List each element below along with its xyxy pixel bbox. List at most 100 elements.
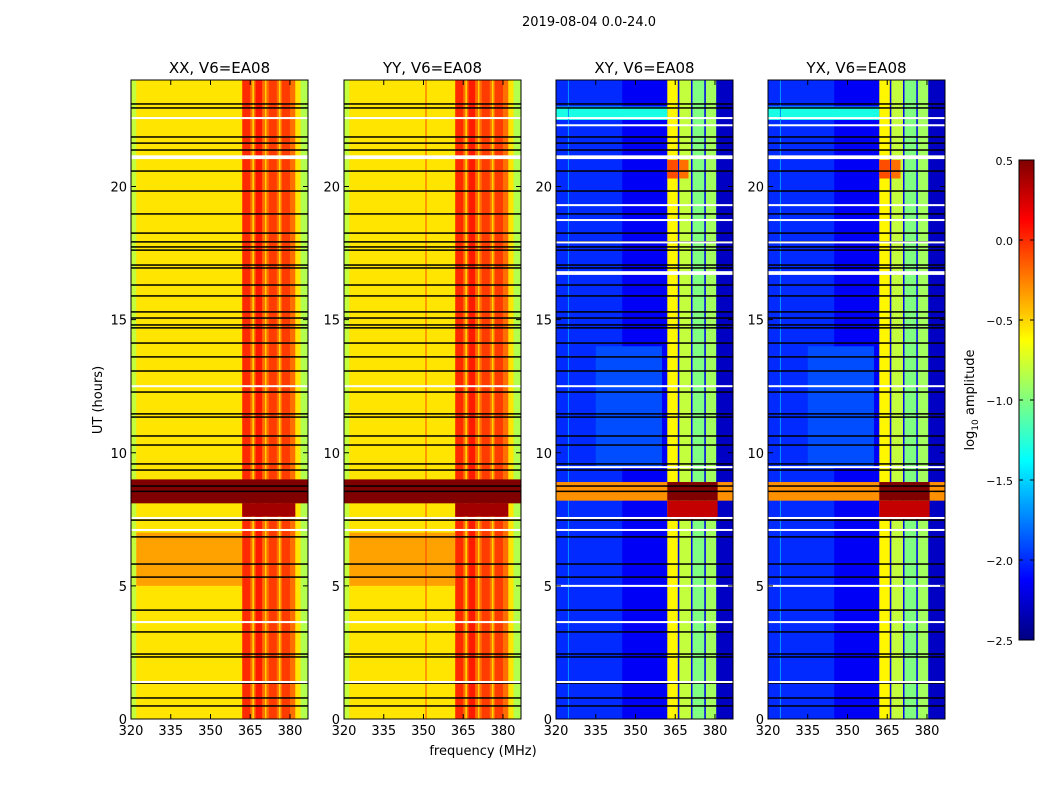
- heatmap-cell: [282, 80, 290, 719]
- flag-line-black: [556, 391, 733, 393]
- flag-line-black: [344, 267, 521, 269]
- flag-line-black: [131, 609, 308, 611]
- panel-title: XY, V6=EA08: [594, 59, 694, 77]
- flag-line-black: [556, 142, 733, 144]
- flag-line-white: [344, 516, 521, 519]
- flag-line-black: [768, 413, 945, 415]
- flag-line-black: [556, 190, 733, 192]
- flag-line-black: [556, 416, 733, 418]
- flag-line-black: [768, 103, 945, 105]
- flag-line-black: [344, 327, 521, 329]
- flag-line-black: [344, 213, 521, 215]
- flag-line-black: [344, 536, 521, 538]
- flag-line-white: [556, 385, 733, 388]
- colorbar: 0.5 0.0 −0.5 −1.0 −1.5 −2.0 −2.5: [986, 155, 1035, 648]
- flag-line-black: [344, 519, 521, 521]
- flag-line-white: [768, 219, 945, 222]
- heatmap-cell: [252, 80, 254, 719]
- heatmap-cell: [667, 500, 718, 520]
- x-tick-label: 335: [583, 724, 608, 739]
- x-tick-label: 365: [875, 724, 900, 739]
- flag-line-black: [768, 342, 945, 344]
- flag-line-black: [344, 107, 521, 109]
- heatmap-cell: [679, 159, 689, 179]
- heatmap-cell: [278, 80, 281, 719]
- heatmap: [131, 80, 308, 719]
- y-tick-label: 5: [332, 580, 340, 595]
- y-tick-label: 10: [110, 447, 127, 462]
- flag-line-white: [344, 385, 521, 388]
- heatmap-cell: [677, 80, 680, 719]
- flag-line-black: [768, 444, 945, 446]
- flag-line-black: [344, 485, 521, 487]
- flag-line-white: [556, 621, 733, 624]
- flag-line-black: [768, 576, 945, 578]
- flag-line-black: [344, 311, 521, 313]
- x-tick-label: 350: [198, 724, 223, 739]
- heatmap-cell: [667, 80, 678, 719]
- flag-line-black: [131, 370, 308, 372]
- flag-line-white: [556, 204, 733, 207]
- flag-line-white: [768, 124, 945, 127]
- x-tick-label: 380: [915, 724, 940, 739]
- flag-line-black: [344, 190, 521, 192]
- flag-line-black: [344, 370, 521, 372]
- flag-line-black: [344, 416, 521, 418]
- panel-frame: [767, 79, 946, 720]
- flag-line-black: [131, 413, 308, 415]
- flag-line-black: [344, 576, 521, 578]
- flag-band-white: [768, 155, 945, 160]
- flag-line-white: [768, 584, 945, 587]
- flag-line-black: [344, 249, 521, 251]
- flag-line-black: [131, 356, 308, 358]
- heatmap-cell: [691, 80, 693, 719]
- flag-line-black: [556, 213, 733, 215]
- flag-line-black: [556, 317, 733, 319]
- flag-line-black: [556, 246, 733, 248]
- flag-line-black: [131, 103, 308, 105]
- flag-line-black: [556, 563, 733, 565]
- heatmap-cell: [513, 80, 521, 719]
- heatmap: [768, 80, 945, 719]
- flag-line-black: [131, 705, 308, 707]
- flag-line-black: [131, 142, 308, 144]
- flag-line-black: [768, 136, 945, 138]
- heatmap-cell: [903, 80, 905, 719]
- flag-line-black: [131, 391, 308, 393]
- panel-title: YY, V6=EA08: [382, 59, 482, 77]
- y-tick-label: 0: [756, 713, 764, 728]
- flag-line-black: [344, 142, 521, 144]
- flag-line-black: [344, 391, 521, 393]
- flag-line-black: [344, 653, 521, 655]
- flag-line-black: [131, 136, 308, 138]
- heatmap: [556, 80, 733, 719]
- flag-line-black: [768, 536, 945, 538]
- heatmap-cell: [300, 80, 308, 719]
- flag-line-black: [768, 682, 945, 684]
- flag-line-black: [344, 609, 521, 611]
- flag-band-white: [768, 271, 945, 275]
- heatmap-cell: [478, 80, 480, 719]
- colorbar-tick-label: −2.5: [986, 635, 1013, 648]
- flag-line-black: [768, 324, 945, 326]
- flag-line-black: [768, 463, 945, 465]
- heatmap-cell: [495, 80, 503, 719]
- flag-line-black: [344, 356, 521, 358]
- y-tick-label: 5: [756, 580, 764, 595]
- flag-line-black: [131, 485, 308, 487]
- flag-line-black: [556, 682, 733, 684]
- flag-line-black: [556, 356, 733, 358]
- panel-frame: [130, 79, 309, 720]
- flag-line-white: [768, 466, 945, 469]
- flag-line-white: [131, 516, 308, 519]
- flag-line-black: [768, 563, 945, 565]
- flag-line-black: [768, 232, 945, 234]
- flag-line-white: [344, 117, 521, 120]
- flag-line-black: [344, 656, 521, 658]
- heatmap-cell: [349, 532, 456, 586]
- flag-line-black: [556, 536, 733, 538]
- heatmap-cell: [891, 80, 904, 719]
- colorbar-tick-label: −0.5: [986, 315, 1013, 328]
